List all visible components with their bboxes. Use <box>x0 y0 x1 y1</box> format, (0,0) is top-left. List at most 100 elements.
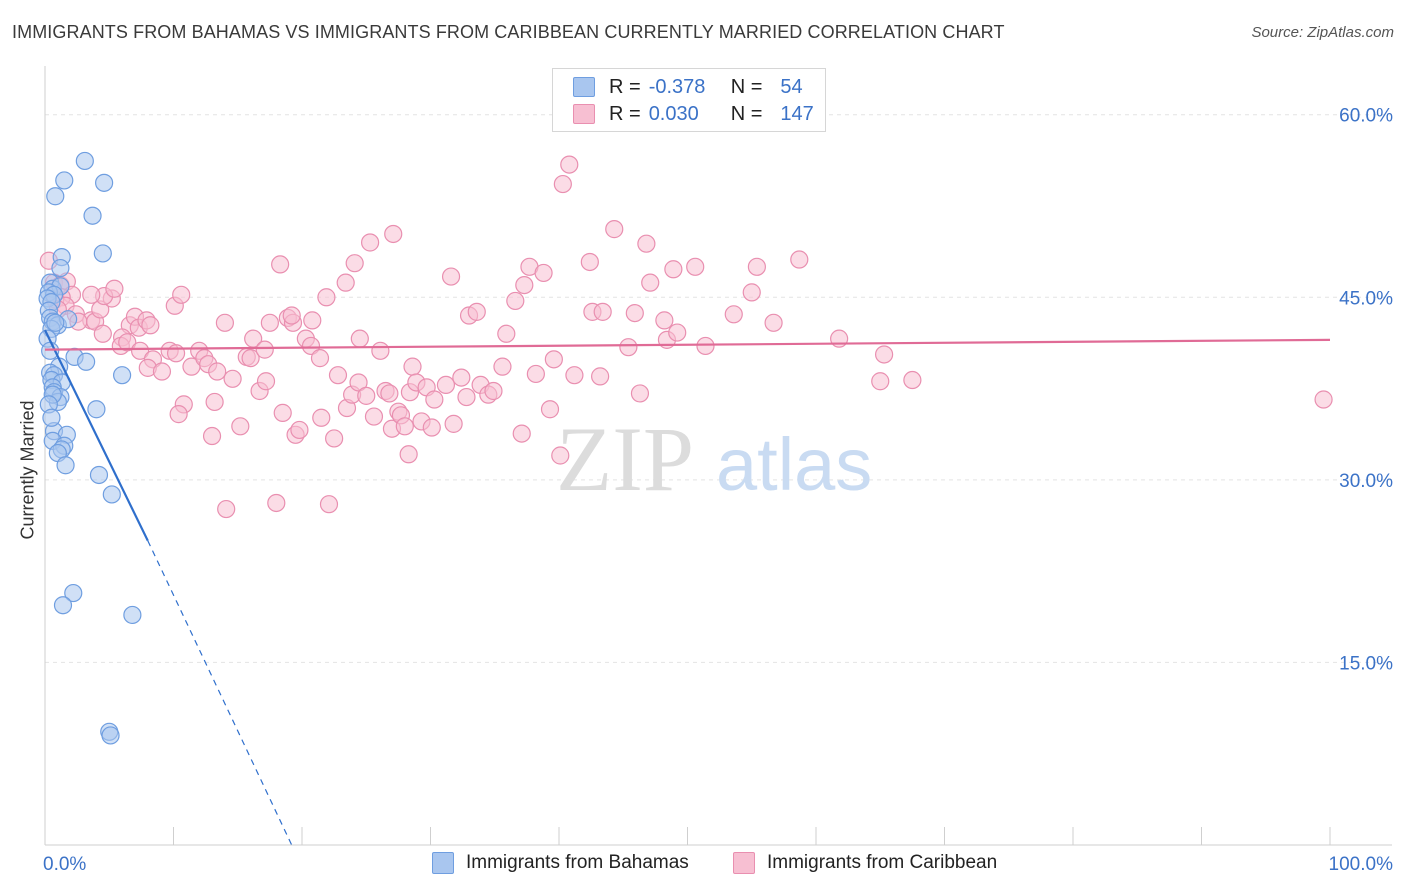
data-point <box>565 366 584 385</box>
watermark: ZIP atlas <box>556 408 872 510</box>
data-point <box>441 267 461 286</box>
stats-legend: R = -0.378 N = 54 R = 0.030 N = 147 <box>552 68 826 132</box>
bottom-legend-label-bahamas: Immigrants from Bahamas <box>466 852 689 873</box>
trend-line-extension-bahamas <box>147 540 293 846</box>
data-point <box>301 336 321 356</box>
data-point <box>336 273 355 292</box>
axes <box>44 66 1392 846</box>
trend-layer <box>44 329 1331 846</box>
chart-source: Source: ZipAtlas.com <box>1251 24 1394 41</box>
data-point <box>55 171 74 190</box>
stats-legend-row-bahamas: R = -0.378 N = 54 <box>573 75 803 99</box>
x-tick-label-max: 100.0% <box>1329 854 1394 875</box>
data-point <box>256 372 276 391</box>
data-point <box>42 408 61 427</box>
data-point <box>403 357 422 376</box>
series-caribbean <box>39 155 1333 519</box>
trend-line-caribbean <box>44 338 1331 351</box>
data-point <box>544 350 563 369</box>
data-point <box>89 465 109 485</box>
trend-line-bahamas <box>44 329 149 542</box>
data-point <box>325 429 344 448</box>
data-point <box>312 408 331 427</box>
data-point <box>452 368 471 387</box>
data-point <box>668 323 687 342</box>
data-point <box>205 392 224 412</box>
data-point <box>273 403 292 422</box>
data-point <box>357 386 376 405</box>
data-point <box>112 366 132 385</box>
data-point <box>512 424 531 443</box>
data-point <box>51 258 70 278</box>
data-point <box>345 254 364 273</box>
data-point <box>619 338 638 357</box>
data-point <box>637 234 656 253</box>
data-point <box>319 495 339 514</box>
data-point <box>380 384 399 403</box>
watermark-zip: ZIP <box>556 408 694 510</box>
data-point <box>83 206 102 225</box>
data-point <box>742 283 761 302</box>
y-tick-label: 45.0% <box>1339 288 1393 309</box>
bottom-legend-bahamas: Immigrants from Bahamas <box>432 852 689 874</box>
data-point <box>290 420 309 440</box>
data-point <box>75 151 94 171</box>
legend-swatch-caribbean <box>573 104 595 124</box>
data-point <box>506 291 525 311</box>
data-point <box>371 341 390 360</box>
data-point <box>903 370 922 390</box>
data-point <box>303 311 322 330</box>
data-point <box>53 596 73 615</box>
data-point <box>317 288 336 307</box>
data-point <box>630 384 650 403</box>
data-point <box>364 407 384 426</box>
bottom-legend-label-caribbean: Immigrants from Caribbean <box>767 852 998 873</box>
data-point <box>260 313 279 332</box>
data-point <box>82 285 101 304</box>
data-point <box>271 255 290 274</box>
data-point <box>255 340 274 359</box>
data-point <box>605 220 624 239</box>
data-point <box>790 250 809 269</box>
data-point <box>724 305 743 324</box>
data-point <box>46 313 65 332</box>
data-point <box>515 275 534 295</box>
data-point <box>101 726 120 745</box>
data-point <box>526 364 545 384</box>
r-value: -0.378 <box>648 75 706 98</box>
n-label: N = <box>730 102 763 125</box>
data-point <box>696 336 715 356</box>
data-point <box>202 426 222 446</box>
y-tick-label: 15.0% <box>1339 653 1393 674</box>
data-point <box>457 387 476 407</box>
data-point <box>349 373 368 392</box>
data-point <box>764 313 783 332</box>
r-label: R = <box>609 75 641 98</box>
data-point <box>422 418 441 437</box>
data-point <box>231 417 250 436</box>
data-point <box>93 324 112 343</box>
bottom-legend-swatch-bahamas <box>432 852 454 874</box>
data-point <box>215 313 234 332</box>
n-label: N = <box>730 75 763 98</box>
data-point <box>267 493 286 513</box>
data-point <box>350 329 369 348</box>
data-point <box>399 445 418 464</box>
data-point <box>241 349 260 368</box>
watermark-atlas: atlas <box>716 423 872 506</box>
data-point <box>169 405 188 424</box>
data-point <box>46 187 65 206</box>
x-tick-label-min: 0.0% <box>43 854 86 875</box>
bottom-legend-swatch-caribbean <box>733 852 755 874</box>
data-point <box>467 302 486 321</box>
data-point <box>166 344 186 363</box>
data-point <box>141 316 160 335</box>
data-point <box>425 390 444 409</box>
data-point <box>497 324 516 343</box>
data-point <box>328 366 348 385</box>
data-point <box>102 485 121 504</box>
data-point <box>384 224 403 244</box>
data-point <box>593 302 612 321</box>
y-tick-label: 60.0% <box>1339 106 1393 127</box>
